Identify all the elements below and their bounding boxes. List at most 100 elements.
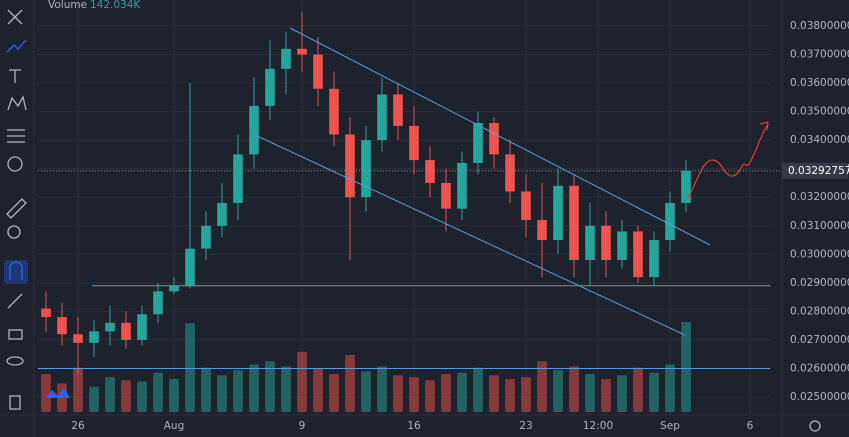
tool-emoji[interactable]	[7, 156, 23, 172]
candle-body	[57, 317, 67, 335]
volume-bar	[41, 373, 51, 412]
y-tick-label: 0.02600000	[790, 362, 849, 374]
price-tag-label: 0.03292757	[788, 165, 849, 177]
candle-body	[457, 162, 467, 209]
tool-eye[interactable]	[6, 356, 24, 366]
tool-zoom[interactable]	[7, 225, 21, 239]
candle-body	[569, 185, 579, 261]
volume-bars	[41, 322, 691, 412]
volume-bar	[377, 366, 387, 412]
toolbar	[0, 0, 35, 437]
volume-bar	[681, 322, 691, 412]
volume-bar	[233, 370, 243, 412]
y-tick-label: 0.02800000	[790, 305, 849, 317]
horizontal-lines	[38, 285, 770, 369]
volume-bar	[585, 373, 595, 412]
candle-body	[553, 185, 563, 241]
candle-body	[601, 225, 611, 261]
volume-bar	[169, 379, 179, 412]
settings[interactable]	[809, 420, 821, 432]
x-tick-label: 23	[519, 420, 532, 432]
candle-body	[217, 202, 227, 226]
volume-bar	[313, 368, 323, 412]
candle-body	[281, 48, 291, 69]
volume-bar	[217, 375, 227, 412]
candle-body	[585, 225, 595, 261]
tool-crosshair[interactable]	[7, 9, 23, 25]
projection-arrow	[687, 123, 769, 199]
y-tick-label: 0.03700000	[790, 49, 849, 61]
volume-bar	[137, 381, 147, 412]
y-tick-label: 0.03100000	[790, 220, 849, 232]
volume-bar	[569, 366, 579, 412]
volume-bar	[89, 386, 99, 412]
tool-magnet[interactable]	[9, 261, 23, 280]
tool-lock[interactable]	[8, 329, 23, 340]
candle-body	[681, 170, 691, 203]
candle-body	[393, 94, 403, 126]
x-tick-label: 26	[71, 420, 85, 432]
candle-body	[265, 68, 275, 106]
volume-bar	[425, 380, 435, 412]
volume-bar	[489, 375, 499, 412]
candle-body	[121, 322, 131, 340]
grid	[38, 0, 770, 415]
volume-bar	[521, 377, 531, 412]
candle-body	[313, 54, 323, 89]
arrow-head	[759, 121, 769, 131]
tool-pencil[interactable]	[7, 293, 23, 309]
candle-body	[361, 140, 371, 198]
volume-bar	[601, 379, 611, 412]
volume-bar	[457, 372, 467, 412]
candle-body	[505, 154, 515, 192]
channel-upper	[289, 27, 711, 246]
candle-body	[633, 231, 643, 278]
x-tick-label: 12:00	[583, 420, 613, 432]
tool-pattern[interactable]	[7, 95, 27, 111]
candle-body	[89, 331, 99, 343]
volume-bar	[281, 366, 291, 412]
volume-bar	[185, 323, 195, 412]
volume-bar	[153, 372, 163, 412]
candle-body	[153, 291, 163, 315]
drawings	[254, 27, 769, 336]
volume-bar	[121, 380, 131, 412]
tool-fib[interactable]	[7, 129, 25, 143]
tool-magnet-bg[interactable]	[4, 260, 28, 284]
candle-body	[185, 248, 195, 286]
tool-trendline[interactable]	[6, 39, 27, 53]
x-tick-label: Aug	[164, 420, 185, 432]
candles	[41, 11, 691, 375]
y-tick-label: 0.02700000	[790, 334, 849, 346]
candle-body	[649, 240, 659, 278]
volume-label: Volume	[48, 0, 87, 11]
tool-text[interactable]	[9, 69, 21, 83]
volume-bar	[105, 377, 115, 412]
candle-body	[345, 134, 355, 198]
candle-body	[537, 220, 547, 241]
x-tick-label: Sep	[660, 420, 680, 432]
x-tick-label: 9	[299, 420, 306, 432]
volume-bar	[537, 361, 547, 412]
volume-bar	[265, 361, 275, 412]
candle-body	[249, 105, 259, 155]
candle-body	[297, 48, 307, 55]
volume-bar	[345, 354, 355, 412]
candle-body	[73, 334, 83, 343]
volume-bar	[617, 375, 627, 412]
volume-bar	[665, 364, 675, 412]
volume-bar	[505, 379, 515, 412]
candle-body	[377, 94, 387, 141]
x-tick-label: 6	[747, 420, 754, 432]
tool-trash[interactable]	[9, 395, 21, 410]
volume-bar	[201, 367, 211, 412]
volume-bar	[409, 377, 419, 412]
candle-body	[201, 225, 211, 249]
candle-body	[441, 182, 451, 209]
tool-ruler[interactable]	[6, 198, 27, 219]
y-tick-label: 0.03000000	[790, 248, 849, 260]
channel-lower	[254, 134, 686, 336]
candle-body	[169, 285, 179, 292]
